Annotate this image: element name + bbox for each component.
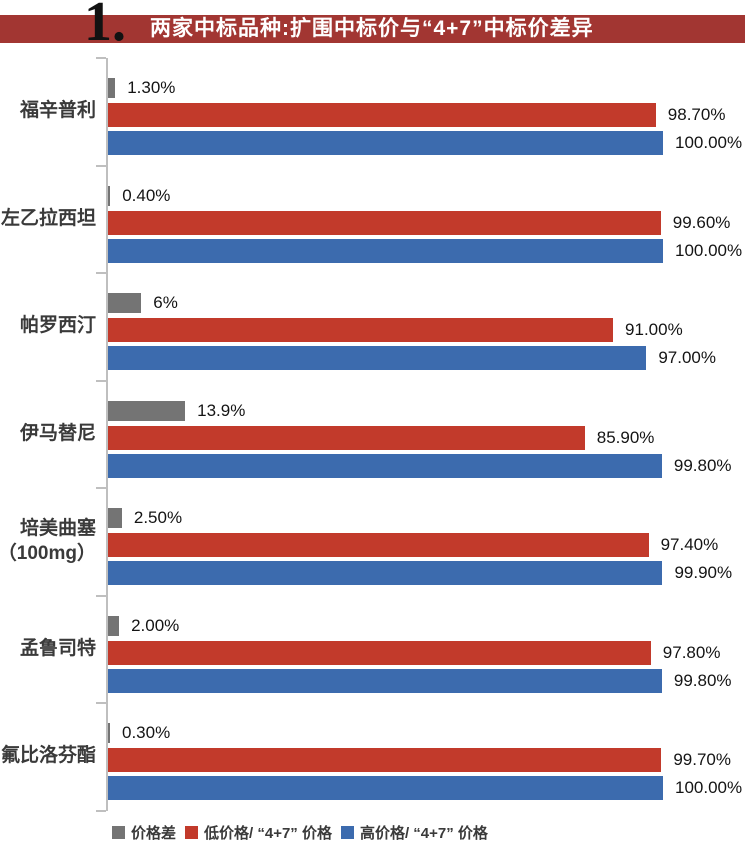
value-label-price-diff: 2.50%: [133, 508, 183, 527]
value-label-low-price: 91.00%: [625, 320, 683, 339]
bar-price-diff: [108, 293, 142, 313]
axis-tick: [96, 379, 106, 382]
category-label: 福辛普利: [19, 100, 96, 122]
value-label-price-diff: 13.9%: [197, 400, 246, 420]
axis-tick: [96, 57, 106, 59]
header-band: [0, 15, 745, 43]
bar-low-price: [108, 533, 649, 557]
bar-high-price: [108, 238, 663, 263]
value-label-price-diff: 0.40%: [122, 185, 171, 205]
legend-swatch-price-diff: [112, 826, 125, 839]
bar-price-diff: [108, 400, 186, 421]
category-label: 氟比洛芬酯: [0, 745, 96, 767]
category-axis-line: [106, 58, 108, 811]
category-label: 培美曲塞 （100mg）: [0, 518, 96, 564]
bar-low-price: [108, 210, 661, 235]
category-label: 伊马替尼: [19, 422, 96, 444]
legend-swatch-high-price: [340, 826, 354, 839]
bar-price-diff: [108, 723, 110, 743]
chart-row: 福辛普利 1.30% 98.70% 100.00%: [0, 58, 752, 166]
value-label-high-price: 99.80%: [673, 455, 732, 475]
chart-row: 帕罗西汀 6% 91.00% 97.00%: [0, 273, 752, 381]
bar-high-price: [108, 453, 662, 478]
chart-row: 培美曲塞 （100mg） 2.50% 97.40% 99.90%: [0, 488, 752, 596]
chart-row: 孟鲁司特 2.00% 97.80% 99.80%: [0, 596, 752, 704]
bar-high-price: [108, 561, 663, 585]
value-label-low-price: 99.60%: [672, 212, 731, 232]
value-label-high-price: 100.00%: [675, 240, 743, 260]
value-label-price-diff: 0.30%: [122, 723, 171, 742]
bar-high-price: [108, 346, 647, 370]
bar-price-diff: [108, 185, 111, 206]
category-label: 帕罗西汀: [19, 315, 96, 337]
chart-title: 两家中标品种:扩围中标价与“4+7”中标价差异: [150, 17, 594, 40]
chart-row: 伊马替尼 13.9% 85.90% 99.80%: [0, 381, 752, 489]
value-label-low-price: 85.90%: [596, 427, 655, 447]
value-label-high-price: 99.80%: [673, 670, 732, 690]
value-label-high-price: 99.90%: [674, 563, 733, 582]
section-number: 1.: [84, 0, 126, 53]
legend-label: 价格差: [131, 825, 177, 842]
bar-low-price: [108, 640, 651, 665]
bar-low-price: [108, 748, 662, 772]
value-label-high-price: 100.00%: [675, 133, 743, 152]
axis-tick: [96, 272, 106, 274]
bar-low-price: [108, 318, 614, 342]
legend-swatch-low-price: [185, 826, 199, 839]
value-label-low-price: 97.80%: [662, 642, 721, 662]
value-label-price-diff: 6%: [153, 293, 178, 312]
value-label-low-price: 97.40%: [660, 535, 719, 554]
chart-row: 左乙拉西坦 0.40% 99.60% 100.00%: [0, 166, 752, 274]
bar-low-price: [108, 425, 585, 450]
bar-high-price: [108, 668, 662, 693]
value-label-price-diff: 2.00%: [131, 615, 180, 635]
value-label-price-diff: 1.30%: [127, 78, 176, 97]
category-label: 左乙拉西坦: [0, 207, 96, 229]
value-label-high-price: 97.00%: [658, 348, 717, 367]
axis-tick: [96, 164, 106, 167]
bar-high-price: [108, 131, 663, 155]
legend-label: 低价格/ “4+7” 价格: [204, 825, 332, 842]
chart-row: 氟比洛芬酯 0.30% 99.70% 100.00%: [0, 703, 752, 811]
legend-item-price-diff: 价格差: [112, 822, 176, 843]
axis-tick: [96, 487, 106, 489]
value-label-low-price: 98.70%: [667, 105, 726, 124]
axis-tick: [96, 594, 106, 597]
bar-high-price: [108, 776, 663, 800]
legend-item-high-price: 高价格/ “4+7” 价格: [340, 822, 488, 843]
axis-tick: [96, 702, 106, 704]
axis-tick: [96, 809, 106, 812]
chart-legend: 价格差 低价格/ “4+7” 价格 高价格/ “4+7” 价格: [112, 822, 488, 843]
category-label: 孟鲁司特: [19, 637, 96, 659]
value-label-high-price: 100.00%: [675, 778, 743, 797]
legend-label: 高价格/ “4+7” 价格: [359, 825, 488, 842]
bar-price-diff: [108, 78, 116, 98]
legend-item-low-price: 低价格/ “4+7” 价格: [185, 822, 332, 843]
value-label-low-price: 99.70%: [673, 750, 731, 769]
bar-price-diff: [108, 615, 120, 636]
bar-low-price: [108, 103, 656, 127]
bar-price-diff: [108, 508, 122, 528]
